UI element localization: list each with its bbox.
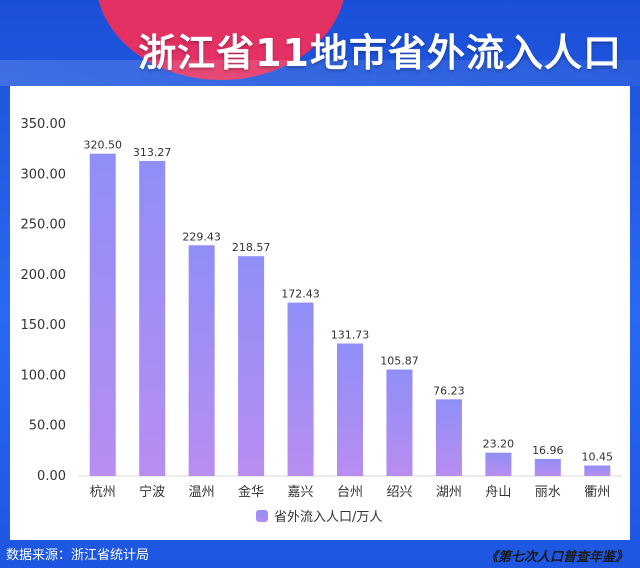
decorative-band [0,60,640,86]
x-tick-label: 温州 [189,485,215,500]
data-label: 16.96 [532,444,564,457]
data-label: 131.73 [331,329,370,342]
data-label: 313.27 [133,146,172,159]
bar [89,153,116,476]
y-tick-label: 150.00 [21,318,67,333]
bar [337,343,363,476]
data-label: 172.43 [281,288,320,301]
data-label: 23.20 [483,438,515,451]
data-label: 218.57 [232,241,271,254]
bars [89,153,611,476]
bar [287,302,314,476]
y-tick-label: 200.00 [21,268,67,283]
x-tick-label: 绍兴 [386,485,412,500]
x-tick-label: 丽水 [535,485,561,500]
y-tick-label: 300.00 [21,167,67,182]
page-title: 浙江省11地市省外流入人口 [138,31,622,75]
y-tick-label: 50.00 [29,419,66,434]
data-label: 76.23 [433,384,465,397]
x-tick-label: 湖州 [436,485,462,500]
data-label: 229.43 [182,230,221,243]
axes: 0.00 50.00 100.00 150.00 200.00 250.00 300.00 3… [21,117,622,484]
bar [485,452,512,476]
bar [386,369,413,476]
bar [139,160,166,476]
legend-swatch [256,510,268,522]
data-label: 10.45 [582,450,614,463]
y-tick-label: 0.00 [37,469,66,484]
x-tick-label: 宁波 [139,484,165,500]
bar [584,465,611,476]
labels: 320.50 杭州 313.27 宁波 229.43 温州 218.57 金华 172.43 嘉兴… [83,139,613,500]
data-label: 320.50 [83,139,122,152]
x-tick-label: 嘉兴 [288,485,314,500]
bar [188,245,215,476]
y-tick-label: 250.00 [21,218,67,233]
bar-chart: 0.00 50.00 100.00 150.00 200.00 250.00 300.00 3… [21,117,622,525]
legend: 省外流入人口/万人 [256,510,382,525]
x-tick-label: 杭州 [90,485,116,500]
x-tick-label: 舟山 [485,485,511,500]
x-tick-label: 金华 [238,484,264,500]
bar [534,458,561,476]
data-label: 105.87 [380,355,419,368]
chart-panel: 0.00 50.00 100.00 150.00 200.00 250.00 300.00 3… [10,86,630,540]
x-tick-label: 台州 [337,485,363,500]
data-source: 数据来源：浙江省统计局 [6,548,150,563]
bar [238,256,265,476]
source-book: 《第七次人口普查年鉴》 [484,550,628,565]
y-tick-label: 100.00 [21,368,67,383]
x-tick-label: 衢州 [584,485,610,500]
bar [435,399,462,476]
y-tick-label: 350.00 [21,117,67,132]
legend-label: 省外流入人口/万人 [274,510,382,525]
